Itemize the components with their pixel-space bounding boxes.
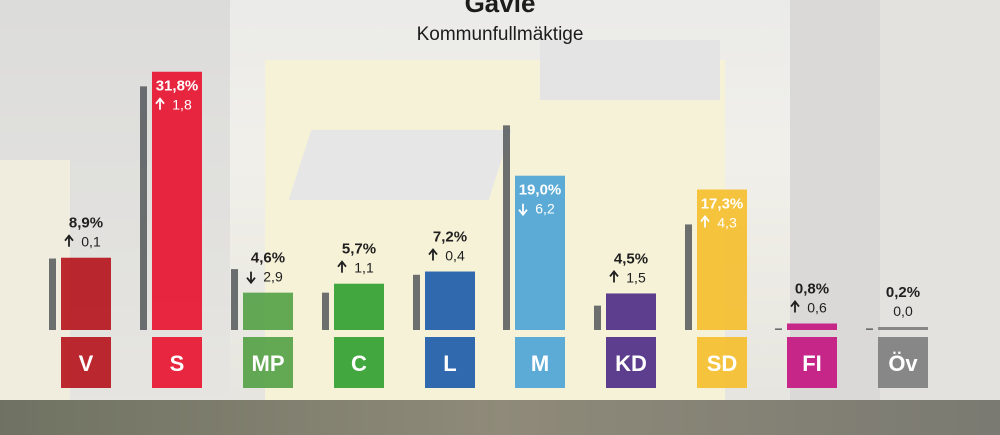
arrow-up-icon bbox=[155, 97, 165, 110]
percent-label-mp: 4,6% bbox=[251, 250, 285, 267]
previous-bar-s bbox=[140, 86, 147, 330]
party-label-mp: MP bbox=[252, 351, 285, 376]
party-label-v: V bbox=[79, 351, 94, 376]
percent-label-l: 7,2% bbox=[433, 229, 467, 246]
change-label-m: 6,2 bbox=[535, 201, 555, 217]
party-box-s bbox=[152, 337, 202, 388]
party-box-fi bbox=[787, 337, 837, 388]
party-box-m bbox=[515, 337, 565, 388]
arrow-up-icon bbox=[790, 300, 800, 313]
percent-label-fi: 0,8% bbox=[795, 281, 829, 298]
change-label-sd: 4,3 bbox=[717, 215, 737, 231]
party-label-c: C bbox=[351, 351, 367, 376]
bar-ov bbox=[878, 327, 928, 330]
chart-subtitle: Kommunfullmäktige bbox=[416, 24, 584, 45]
bar-kd bbox=[606, 293, 656, 330]
bar-fi bbox=[787, 323, 837, 330]
background-square bbox=[0, 400, 1000, 435]
percent-label-kd: 4,5% bbox=[614, 250, 648, 267]
previous-bar-sd bbox=[685, 224, 692, 330]
arrow-down-icon bbox=[518, 203, 528, 217]
arrow-up-icon bbox=[337, 260, 347, 273]
arrow-up-icon bbox=[700, 215, 710, 228]
party-box-l bbox=[425, 337, 475, 388]
party-label-kd: KD bbox=[615, 351, 647, 376]
percent-label-s: 31,8% bbox=[156, 78, 199, 95]
previous-bar-v bbox=[49, 258, 56, 330]
bar-v bbox=[61, 257, 111, 330]
arrow-up-icon bbox=[64, 234, 74, 247]
change-label-fi: 0,6 bbox=[807, 300, 827, 316]
previous-bar-c bbox=[322, 292, 329, 330]
arrow-up-icon bbox=[609, 270, 619, 283]
party-label-m: M bbox=[531, 351, 549, 376]
percent-label-ov: 0,2% bbox=[886, 284, 920, 301]
party-label-l: L bbox=[443, 351, 456, 376]
party-box-mp bbox=[243, 337, 293, 388]
bar-c bbox=[334, 283, 384, 330]
bar-mp bbox=[243, 292, 293, 330]
change-label-s: 1,8 bbox=[172, 97, 192, 113]
bar-m bbox=[515, 175, 565, 330]
party-label-fi: FI bbox=[802, 351, 822, 376]
percent-label-m: 19,0% bbox=[519, 182, 562, 199]
party-label-ov: Öv bbox=[888, 351, 918, 376]
party-label-sd: SD bbox=[707, 351, 738, 376]
change-label-mp: 2,9 bbox=[263, 269, 283, 285]
bar-l bbox=[425, 271, 475, 330]
previous-bar-mp bbox=[231, 269, 238, 330]
percent-label-sd: 17,3% bbox=[701, 196, 744, 213]
previous-bar-ov bbox=[866, 328, 873, 330]
change-label-v: 0,1 bbox=[81, 234, 101, 250]
party-box-v bbox=[61, 337, 111, 388]
arrow-up-icon bbox=[428, 248, 438, 261]
arrow-down-icon bbox=[246, 271, 256, 285]
change-label-c: 1,1 bbox=[354, 260, 374, 276]
bar-sd bbox=[697, 189, 747, 330]
previous-bar-kd bbox=[594, 305, 601, 330]
previous-bar-l bbox=[413, 274, 420, 330]
party-box-ov bbox=[878, 337, 928, 388]
change-label-kd: 1,5 bbox=[626, 269, 646, 285]
party-label-s: S bbox=[170, 351, 185, 376]
previous-bar-fi bbox=[775, 328, 782, 330]
previous-bar-m bbox=[503, 125, 510, 330]
percent-label-v: 8,9% bbox=[69, 215, 103, 232]
party-box-sd bbox=[697, 337, 747, 388]
change-label-l: 0,4 bbox=[445, 248, 465, 264]
chart-title: Gävle bbox=[464, 0, 536, 18]
change-label-ov: 0,0 bbox=[893, 303, 913, 319]
party-box-c bbox=[334, 337, 384, 388]
percent-label-c: 5,7% bbox=[342, 241, 376, 258]
party-box-kd bbox=[606, 337, 656, 388]
bar-s bbox=[152, 71, 202, 330]
